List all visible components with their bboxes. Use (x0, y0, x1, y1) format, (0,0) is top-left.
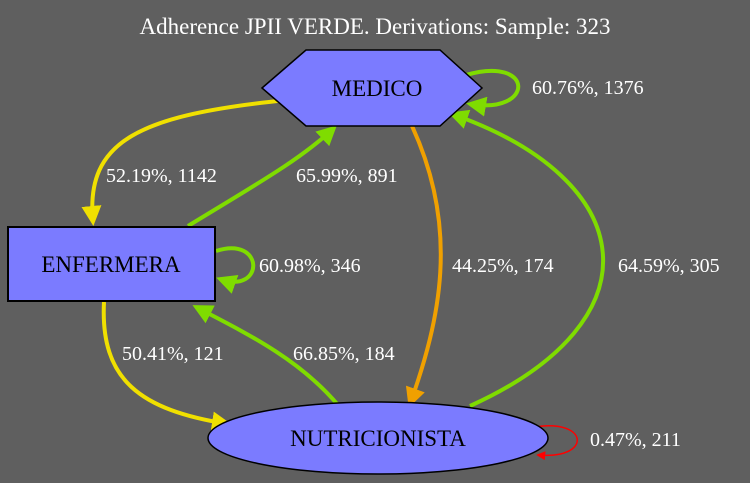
edge-enfermera-self (215, 246, 256, 294)
edge-label-nutricionista-medico: 64.59%, 305 (618, 255, 720, 277)
node-nutricionista[interactable]: NUTRICIONISTA (207, 401, 549, 475)
edge-medico-self (465, 68, 521, 117)
edge-nutricionista-self (533, 425, 578, 461)
edge-label-enfermera-nutricionista: 50.41%, 121 (122, 343, 224, 365)
edge-label-medico-enfermera: 52.19%, 1142 (106, 165, 217, 187)
edge-nutricionista-enfermera (192, 305, 340, 407)
edge-nutricionista-medico (448, 109, 605, 408)
node-medico[interactable]: MEDICO (260, 49, 484, 127)
enfermera-rectangle (7, 226, 216, 302)
edge-label-nutricionista-self: 0.47%, 211 (590, 429, 681, 451)
edge-label-enfermera-self: 60.98%, 346 (259, 255, 361, 277)
edge-labels: 60.76%, 1376 52.19%, 1142 65.99%, 891 60… (106, 77, 720, 451)
edge-label-medico-nutricionista: 44.25%, 174 (452, 255, 554, 277)
edge-medico-enfermera (81, 98, 288, 226)
edge-label-medico-self: 60.76%, 1376 (532, 77, 644, 99)
graph-title: Adherence JPII VERDE. Derivations: Sampl… (140, 14, 611, 39)
medico-label: MEDICO (332, 76, 423, 101)
edges (81, 68, 605, 461)
edge-label-enfermera-medico: 65.99%, 891 (296, 165, 398, 187)
edge-enfermera-nutricionista (101, 301, 232, 432)
edge-medico-nutricionista (405, 125, 443, 408)
node-enfermera[interactable]: ENFERMERA (7, 226, 216, 302)
edge-label-nutricionista-enfermera: 66.85%, 184 (293, 343, 395, 365)
medico-hexagon (260, 49, 484, 127)
nutricionista-label: NUTRICIONISTA (290, 426, 466, 451)
edge-enfermera-medico (186, 125, 337, 228)
enfermera-label: ENFERMERA (41, 252, 181, 277)
nutricionista-ellipse (207, 401, 549, 475)
